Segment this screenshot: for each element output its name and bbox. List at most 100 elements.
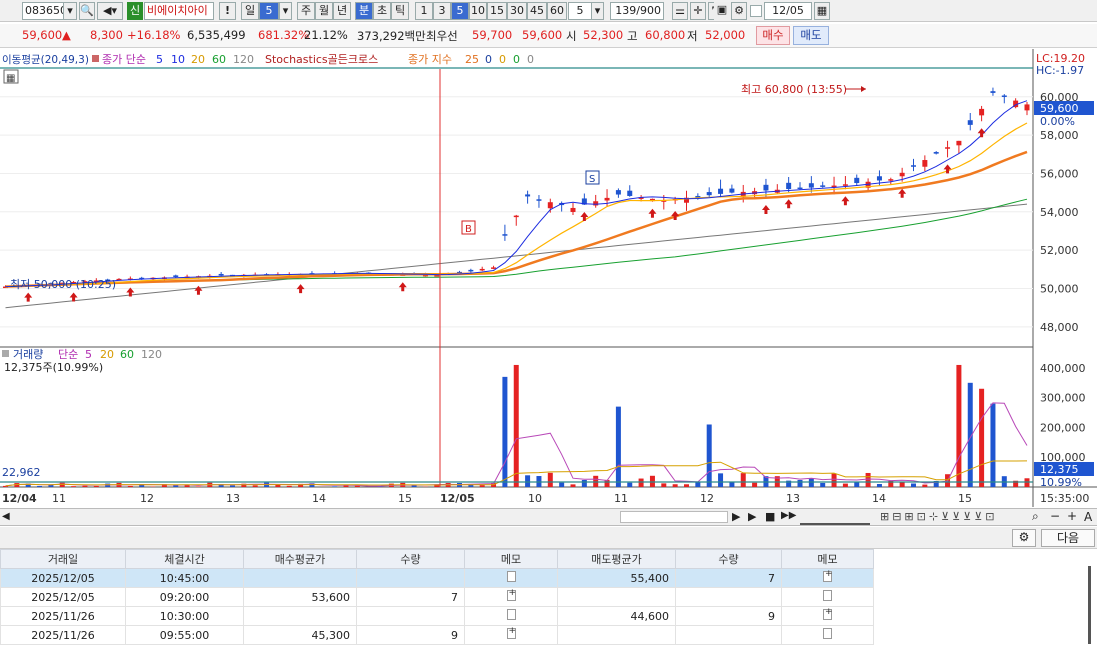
- candle[interactable]: [479, 268, 485, 271]
- interval-button-3[interactable]: 3: [433, 2, 451, 20]
- volume-bar[interactable]: [230, 485, 235, 487]
- memo-icon[interactable]: [823, 628, 832, 639]
- volume-bar[interactable]: [570, 484, 576, 487]
- volume-bar[interactable]: [638, 478, 644, 487]
- volume-bar[interactable]: [139, 484, 145, 487]
- period-day-count[interactable]: 5: [259, 2, 279, 20]
- candle[interactable]: [945, 147, 951, 149]
- candle[interactable]: [888, 179, 894, 181]
- period-tick-button[interactable]: 틱: [391, 2, 409, 20]
- candle[interactable]: [615, 190, 621, 195]
- candle[interactable]: [729, 188, 735, 193]
- candle[interactable]: [967, 120, 973, 125]
- zoom-search-icon[interactable]: ⌕: [1032, 509, 1039, 523]
- candle[interactable]: [536, 199, 542, 201]
- volume-bar[interactable]: [502, 376, 508, 487]
- candle[interactable]: [922, 160, 928, 167]
- volume-bar[interactable]: [513, 364, 519, 487]
- memo-add-icon[interactable]: [506, 588, 516, 601]
- volume-bar[interactable]: [672, 484, 678, 487]
- interval-count-field[interactable]: 5: [568, 2, 592, 20]
- candle[interactable]: [820, 185, 826, 187]
- candle[interactable]: [116, 278, 122, 281]
- period-year-button[interactable]: 년: [333, 2, 351, 20]
- volume-bar[interactable]: [967, 382, 973, 487]
- volume-bar[interactable]: [252, 485, 258, 487]
- candle[interactable]: [434, 275, 440, 277]
- candle[interactable]: [911, 165, 916, 167]
- volume-bar[interactable]: [14, 483, 20, 487]
- candle[interactable]: [48, 282, 54, 285]
- volume-bar[interactable]: [59, 482, 65, 487]
- volume-bar[interactable]: [615, 406, 621, 487]
- scroll-right-arrow[interactable]: ▶: [732, 510, 741, 523]
- candle[interactable]: [763, 184, 769, 191]
- volume-bar[interactable]: [831, 473, 837, 487]
- volume-bar[interactable]: [298, 483, 304, 487]
- volume-bar[interactable]: [956, 364, 962, 487]
- volume-bar[interactable]: [922, 484, 928, 487]
- candle[interactable]: [797, 187, 803, 190]
- candle[interactable]: [718, 188, 724, 194]
- candle[interactable]: [956, 140, 962, 146]
- candle[interactable]: [979, 108, 985, 116]
- volume-bar[interactable]: [411, 485, 417, 487]
- stock-code-input[interactable]: 083650: [22, 2, 67, 20]
- candle[interactable]: [1013, 100, 1019, 108]
- volume-bar[interactable]: [808, 478, 814, 487]
- volume-bar[interactable]: [173, 484, 179, 487]
- table-row[interactable]: 2025/11/26 09:55:00 45,300 9: [0, 625, 874, 645]
- volume-bar[interactable]: [48, 484, 54, 487]
- candle[interactable]: [173, 275, 179, 277]
- col-header-3[interactable]: 수량: [356, 549, 465, 569]
- interval-button-5[interactable]: 5: [451, 2, 469, 20]
- candle[interactable]: [684, 197, 689, 203]
- stop-icon[interactable]: ■: [765, 510, 776, 523]
- crosshair-icon[interactable]: ✛: [690, 2, 706, 20]
- interval-button-30[interactable]: 30: [507, 2, 527, 20]
- col-header-5[interactable]: 매도평균가: [557, 549, 676, 569]
- candle[interactable]: [876, 176, 882, 181]
- col-header-4[interactable]: 메모: [464, 549, 558, 569]
- candle[interactable]: [513, 215, 519, 218]
- col-header-1[interactable]: 체결시간: [125, 549, 244, 569]
- stock-name-field[interactable]: 비에이치아이: [144, 2, 214, 20]
- interval-button-15[interactable]: 15: [487, 2, 507, 20]
- fast-forward-icon[interactable]: ▶▶: [781, 510, 797, 521]
- volume-bar[interactable]: [752, 482, 758, 487]
- sell-signal-marker[interactable]: [585, 170, 600, 185]
- volume-bar[interactable]: [649, 475, 655, 487]
- period-week-button[interactable]: 주: [297, 2, 315, 20]
- volume-bar[interactable]: [82, 485, 88, 487]
- candle[interactable]: [831, 185, 837, 188]
- memo-add-icon[interactable]: [823, 607, 833, 620]
- period-day-button[interactable]: 일: [241, 2, 259, 20]
- table-row[interactable]: 2025/12/05 09:20:00 53,600 7: [0, 587, 874, 607]
- search-icon[interactable]: 🔍: [79, 2, 95, 20]
- volume-bar[interactable]: [740, 473, 746, 487]
- interval-button-10[interactable]: 10: [469, 2, 487, 20]
- period-second-button[interactable]: 초: [373, 2, 391, 20]
- period-day-dropdown[interactable]: ▾: [279, 2, 292, 20]
- candle[interactable]: [854, 177, 860, 184]
- candle[interactable]: [661, 200, 667, 202]
- volume-bar[interactable]: [820, 482, 826, 487]
- volume-bar[interactable]: [797, 479, 803, 487]
- volume-bar[interactable]: [71, 486, 77, 487]
- candle[interactable]: [547, 202, 553, 209]
- volume-bar[interactable]: [434, 484, 440, 487]
- col-header-0[interactable]: 거래일: [0, 549, 126, 569]
- candle[interactable]: [627, 190, 633, 196]
- volume-bar[interactable]: [525, 475, 531, 487]
- volume-bar[interactable]: [865, 472, 871, 487]
- volume-bar[interactable]: [195, 486, 201, 487]
- volume-bar[interactable]: [842, 483, 848, 487]
- memo-icon[interactable]: [506, 609, 516, 620]
- zoom-slider[interactable]: [800, 509, 870, 525]
- col-header-7[interactable]: 메모: [781, 549, 874, 569]
- candle[interactable]: [593, 201, 599, 206]
- candle[interactable]: [468, 269, 474, 272]
- buy-signal-marker[interactable]: [461, 220, 476, 235]
- candle[interactable]: [93, 280, 99, 282]
- volume-bar[interactable]: [241, 483, 247, 487]
